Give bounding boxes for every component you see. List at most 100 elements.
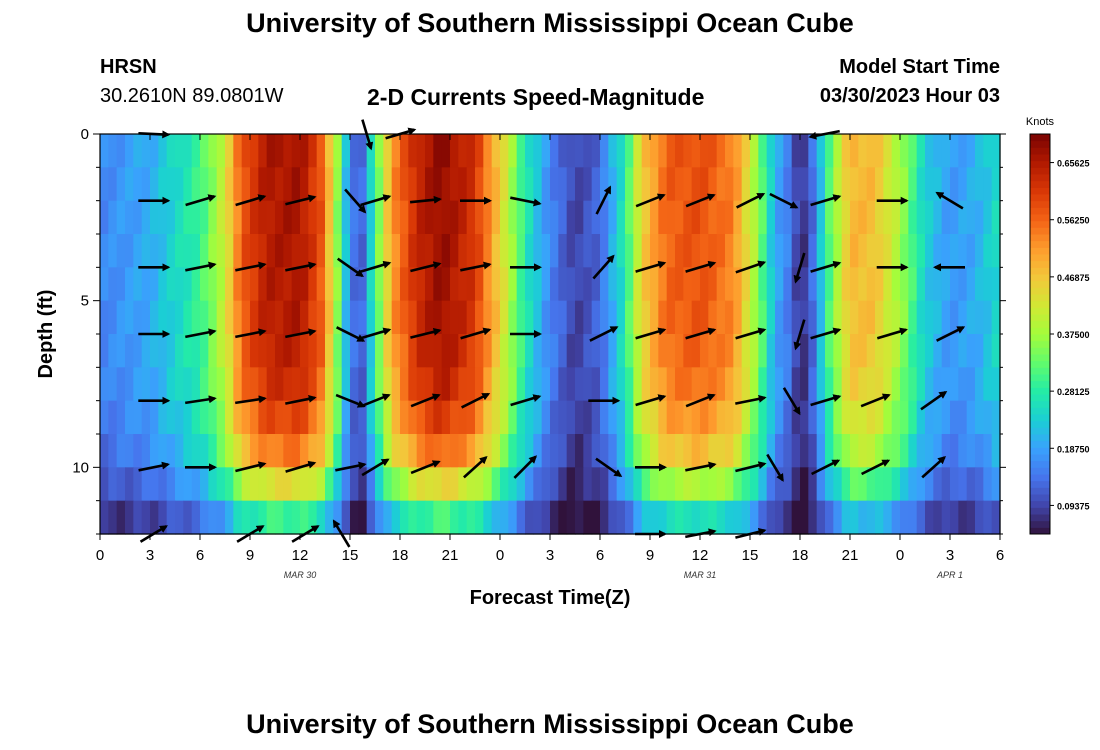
heatmap-cell bbox=[750, 134, 759, 168]
heatmap-cell bbox=[583, 400, 593, 435]
heatmap-cell bbox=[391, 367, 401, 402]
heatmap-cell bbox=[891, 467, 901, 502]
heatmap-cell bbox=[991, 434, 1001, 468]
heatmap-cell bbox=[516, 434, 526, 468]
heatmap-cell bbox=[200, 267, 209, 302]
heatmap-cell bbox=[158, 434, 168, 468]
heatmap-cell bbox=[475, 300, 484, 335]
heatmap-cell bbox=[475, 267, 484, 302]
heatmap-cell bbox=[283, 434, 293, 468]
heatmap-cell bbox=[691, 400, 701, 435]
heatmap-cell bbox=[741, 500, 751, 535]
heatmap-cell bbox=[991, 367, 1001, 402]
heatmap-cell bbox=[891, 434, 901, 468]
heatmap-cell bbox=[950, 467, 959, 502]
heatmap-cell bbox=[808, 200, 818, 235]
heatmap-cell bbox=[825, 467, 834, 502]
heatmap-cell bbox=[591, 367, 601, 402]
colorbar-segment bbox=[1030, 260, 1050, 268]
heatmap-cell bbox=[733, 500, 743, 535]
heatmap-cell bbox=[725, 167, 734, 202]
heatmap-cell bbox=[116, 367, 126, 402]
heatmap-cell bbox=[108, 200, 118, 235]
heatmap-cell bbox=[341, 134, 351, 168]
current-vector-arrow bbox=[291, 525, 320, 543]
heatmap-cell bbox=[308, 367, 318, 402]
heatmap-cell bbox=[208, 400, 218, 435]
heatmap-cell bbox=[108, 367, 118, 402]
current-vector-arrow bbox=[235, 261, 267, 272]
heatmap-cell bbox=[941, 400, 951, 435]
heatmap-cell bbox=[550, 500, 559, 535]
heatmap-cell bbox=[258, 367, 268, 402]
heatmap-cell bbox=[333, 167, 343, 202]
heatmap-cell bbox=[291, 334, 301, 368]
heatmap-cell bbox=[491, 267, 501, 302]
heatmap-cell bbox=[958, 200, 968, 235]
current-vector-arrow bbox=[138, 130, 171, 139]
heatmap-cell bbox=[225, 500, 234, 535]
heatmap-cell bbox=[483, 467, 493, 502]
heatmap-cell bbox=[675, 300, 684, 335]
heatmap-cell bbox=[550, 300, 559, 335]
colorbar-segment bbox=[1030, 287, 1050, 295]
heatmap-cell bbox=[525, 400, 534, 435]
heatmap-cell bbox=[233, 367, 243, 402]
heatmap-cell bbox=[866, 467, 876, 502]
heatmap-cell bbox=[191, 400, 201, 435]
heatmap-cell bbox=[183, 234, 193, 268]
heatmap-cell bbox=[825, 400, 834, 435]
heatmap-cell bbox=[158, 234, 168, 268]
heatmap-cell bbox=[741, 267, 751, 302]
heatmap-cell bbox=[658, 134, 668, 168]
heatmap-cell bbox=[166, 400, 176, 435]
heatmap-cell bbox=[241, 500, 251, 535]
heatmap-cell bbox=[675, 200, 684, 235]
current-vector-arrow bbox=[920, 390, 948, 411]
heatmap-cell bbox=[566, 134, 576, 168]
colorbar-tick-label: 0.46875 bbox=[1057, 273, 1090, 283]
heatmap-cell bbox=[233, 400, 243, 435]
heatmap-cell bbox=[891, 200, 901, 235]
heatmap-cell bbox=[625, 234, 634, 268]
heatmap-cell bbox=[283, 134, 293, 168]
heatmap-cell bbox=[283, 267, 293, 302]
heatmap-cell bbox=[675, 167, 684, 202]
heatmap-cell bbox=[966, 367, 976, 402]
heatmap-cell bbox=[533, 334, 543, 368]
current-vector-arrow bbox=[463, 455, 488, 479]
heatmap-cell bbox=[233, 500, 243, 535]
heatmap-cell bbox=[416, 167, 426, 202]
heatmap-cell bbox=[941, 434, 951, 468]
heatmap-cell bbox=[408, 267, 418, 302]
heatmap-cell bbox=[966, 434, 976, 468]
heatmap-cell bbox=[616, 300, 626, 335]
heatmap-cell bbox=[275, 300, 284, 335]
heatmap-cell bbox=[550, 267, 559, 302]
heatmap-cell bbox=[241, 467, 251, 502]
heatmap-cell bbox=[508, 300, 518, 335]
colorbar-title: Knots bbox=[1026, 116, 1055, 128]
heatmap-cell bbox=[225, 467, 234, 502]
heatmap-cell bbox=[283, 367, 293, 402]
heatmap-cell bbox=[458, 200, 468, 235]
heatmap-cell bbox=[975, 300, 984, 335]
heatmap-cell bbox=[800, 434, 809, 468]
heatmap-cell bbox=[700, 500, 709, 535]
heatmap-cell bbox=[591, 500, 601, 535]
heatmap-cell bbox=[516, 300, 526, 335]
heatmap-cell bbox=[666, 200, 676, 235]
heatmap-cell bbox=[608, 167, 618, 202]
heatmap-cell bbox=[300, 434, 309, 468]
heatmap-cell bbox=[816, 234, 826, 268]
heatmap-cell bbox=[708, 434, 718, 468]
heatmap-cell bbox=[991, 467, 1001, 502]
heatmap-cell bbox=[700, 334, 709, 368]
heatmap-cell bbox=[233, 334, 243, 368]
heatmap-cell bbox=[666, 467, 676, 502]
heatmap-cell bbox=[308, 167, 318, 202]
heatmap-cell bbox=[108, 267, 118, 302]
heatmap-cell bbox=[608, 334, 618, 368]
heatmap-cell bbox=[933, 467, 943, 502]
heatmap-cell bbox=[858, 300, 868, 335]
